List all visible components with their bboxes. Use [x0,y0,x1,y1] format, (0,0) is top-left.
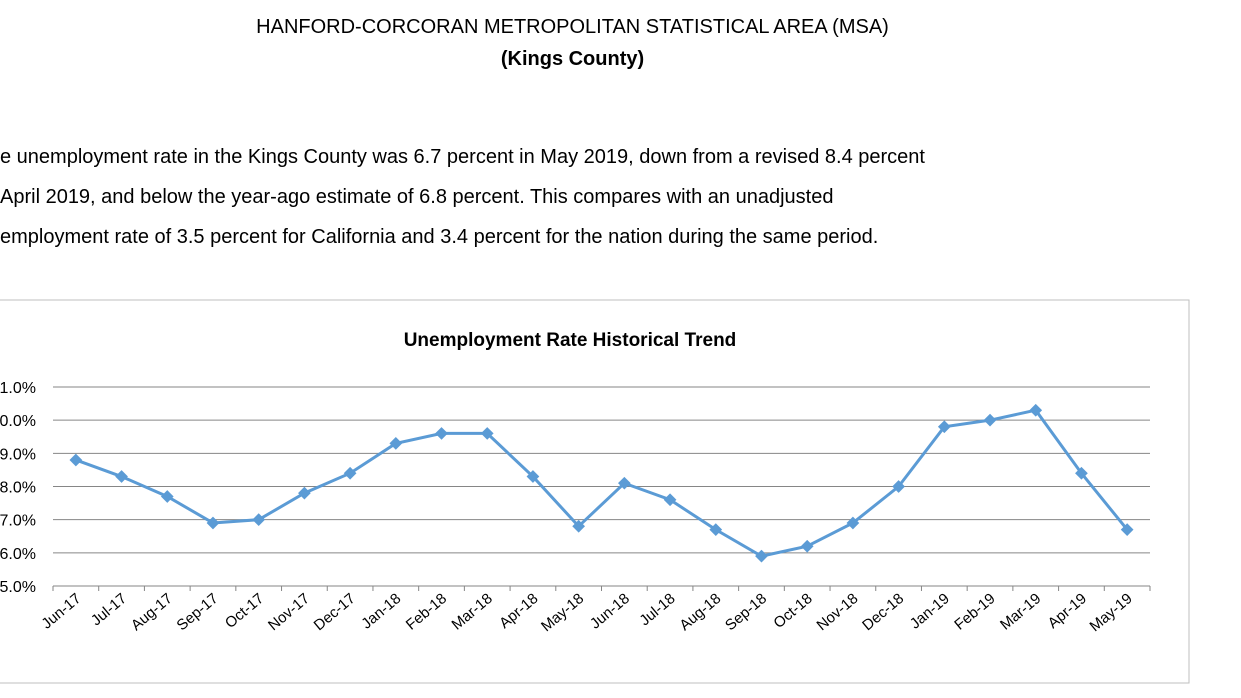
paragraph-line: April 2019, and below the year-ago estim… [0,186,834,208]
doc-title: HANFORD-CORCORAN METROPOLITAN STATISTICA… [256,16,889,38]
data-line [75,408,1129,558]
x-tick-label: Aug-17 [128,590,176,634]
x-tick-label: Dec-18 [859,590,907,634]
data-point [755,549,768,563]
x-tick-label: Dec-17 [311,590,359,634]
data-point [480,427,494,440]
data-point [435,427,448,440]
x-tick-label: Jun-18 [587,590,633,633]
x-tick-label: Mar-18 [448,590,495,634]
chart-border [0,299,1190,684]
x-tick-label: Nov-17 [265,590,313,634]
y-tick-label: 11.0% [0,380,36,397]
x-tick-label: Mar-19 [997,590,1044,634]
data-point [298,486,311,500]
x-tick-label: Sep-18 [722,590,770,634]
x-tick-label: Jul-17 [88,590,130,629]
data-point [800,539,814,553]
y-tick-label: 6.0% [0,546,36,563]
paragraph-line: e unemployment rate in the Kings County … [0,146,925,168]
data-point [343,466,357,480]
x-tick-label: Nov-18 [813,590,861,634]
y-tick-label: 10.0% [0,413,36,430]
x-tick-label: May-19 [1086,590,1135,635]
x-tick-label: Feb-19 [951,590,998,634]
x-tick-label: Apr-18 [496,590,541,632]
y-tick-label: 5.0% [0,579,36,596]
y-tick-label: 8.0% [0,480,36,497]
data-point [389,437,403,450]
x-tick-label: Feb-18 [403,590,450,634]
x-tick-label: Oct-17 [222,590,267,632]
x-tick-label: Jul-18 [636,590,678,629]
data-point [252,513,266,527]
y-tick-label: 7.0% [0,513,36,530]
x-tick-label: Oct-18 [770,590,815,632]
doc-subtitle: (Kings County) [500,48,645,70]
x-tick-label: Sep-17 [174,590,222,634]
x-tick-label: Aug-18 [676,590,724,634]
data-point [69,453,83,467]
x-tick-label: Apr-19 [1045,590,1090,632]
x-tick-label: Jan-18 [358,590,404,633]
x-tick-label: Jan-19 [907,590,953,633]
paragraph-line: employment rate of 3.5 percent for Calif… [0,226,879,248]
data-point [115,470,128,483]
data-point [160,490,174,503]
chart-title: Unemployment Rate Historical Trend [404,330,737,351]
data-point [206,516,220,530]
data-point [983,413,997,427]
x-tick-label: May-18 [538,590,587,635]
x-tick-label: Jun-17 [38,590,84,633]
y-tick-label: 9.0% [0,446,36,463]
